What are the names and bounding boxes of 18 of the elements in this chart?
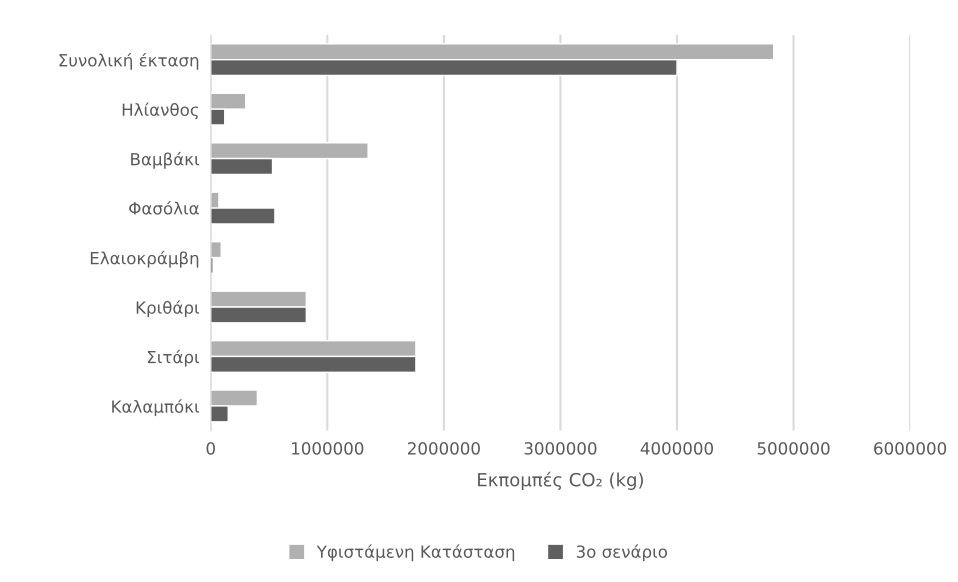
legend-label: 3ο σενάριο — [576, 544, 668, 562]
y-tick-label: Ελαιοκράμβη — [90, 250, 198, 268]
y-tick-label: Συνολική έκταση — [59, 52, 198, 70]
x-tick-label: 4000000 — [640, 442, 713, 455]
x-tick-label: 2000000 — [408, 442, 480, 455]
y-tick-label: Καλαμπόκι — [112, 399, 200, 416]
y-tick-label: Ηλίανθος — [122, 102, 198, 120]
y-tick-label: Βαμβάκι — [131, 152, 200, 169]
legend-label: Υφιστάμενη Κατάσταση — [316, 544, 514, 562]
x-tick-label: 5000000 — [758, 442, 830, 455]
x-tick-label: 1000000 — [292, 442, 364, 455]
x-axis-title: Εκπομπές CO₂ (kg) — [478, 472, 643, 490]
x-tick-label: 6000000 — [874, 442, 946, 455]
y-tick-label: Φασόλια — [129, 201, 199, 215]
y-tick-label: Σιτάρι — [148, 350, 200, 367]
y-tick-label: Κριθάρι — [136, 300, 200, 318]
x-tick-label: 3000000 — [524, 442, 596, 455]
x-tick-label: 0 — [206, 442, 215, 455]
